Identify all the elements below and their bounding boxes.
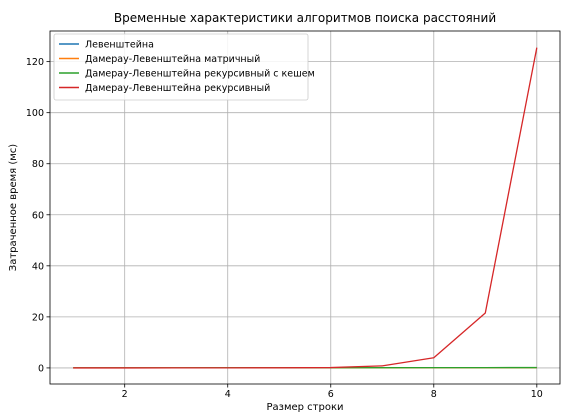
- y-axis-title: Затраченное время (мс): [8, 144, 19, 272]
- grid-lines: [50, 31, 560, 384]
- x-tick-label: 2: [122, 389, 128, 400]
- y-tick-label: 0: [38, 363, 44, 374]
- x-tick-label: 8: [431, 389, 437, 400]
- y-tick-label: 120: [26, 57, 44, 68]
- legend-label: Левенштейна: [85, 40, 154, 51]
- x-tick-label: 6: [328, 389, 334, 400]
- x-axis-title: Размер строки: [266, 402, 343, 413]
- legend-label: Дамерау-Левенштейна матричный: [85, 54, 260, 65]
- series-lines: [73, 47, 538, 369]
- y-tick-label: 100: [26, 108, 44, 119]
- series-line-4: [73, 47, 538, 369]
- y-tick-label: 20: [32, 312, 44, 323]
- legend-label: Дамерау-Левенштейна рекурсивный с кешем: [85, 69, 315, 80]
- y-tick-label: 60: [32, 210, 44, 221]
- x-tick-label: 10: [531, 389, 543, 400]
- legend: Левенштейна Дамерау-Левенштейна матричный…: [53, 33, 315, 101]
- legend-label: Дамерау-Левенштейна рекурсивный: [85, 83, 270, 94]
- legend-box: [53, 33, 309, 101]
- x-tick-label: 4: [225, 389, 231, 400]
- y-tick-label: 40: [32, 261, 44, 272]
- chart-title: Временные характеристики алгоритмов поис…: [114, 11, 496, 25]
- y-tick-label: 80: [32, 159, 44, 170]
- plot-frame: [49, 30, 561, 385]
